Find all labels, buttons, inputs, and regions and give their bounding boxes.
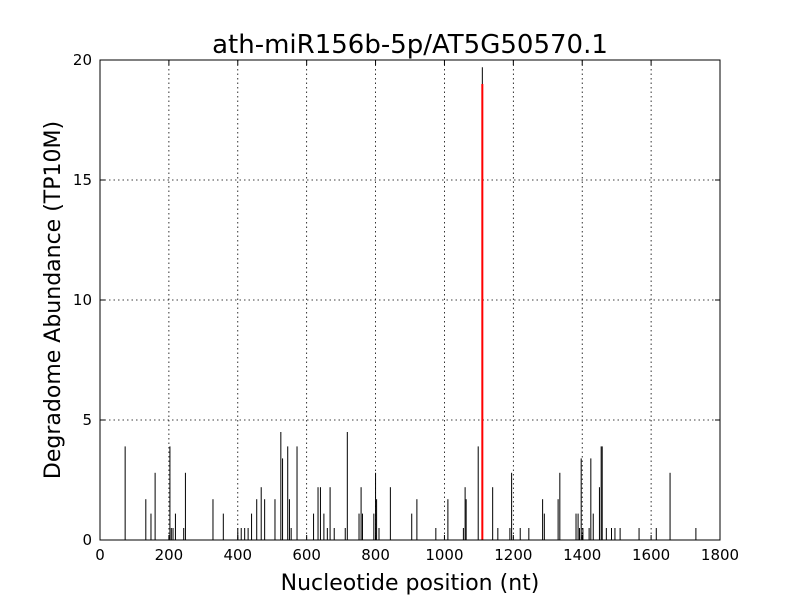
y-tick-label-3: 15	[73, 171, 92, 189]
x-tick-label-2: 400	[223, 546, 252, 564]
x-tick-label-3: 600	[292, 546, 321, 564]
y-tick-label-2: 10	[73, 291, 92, 309]
x-tick-label-7: 1400	[563, 546, 601, 564]
x-tick-label-1: 200	[155, 546, 184, 564]
chart-title: ath-miR156b-5p/AT5G50570.1	[212, 30, 608, 60]
ticks	[99, 59, 721, 541]
y-tick-label-4: 20	[73, 51, 92, 69]
x-tick-label-9: 1800	[701, 546, 739, 564]
x-tick-label-6: 1200	[494, 546, 532, 564]
y-tick-labels: 0 5 10 15 20	[73, 51, 92, 549]
y-axis-label: Degradome Abundance (TP10M)	[41, 121, 66, 479]
x-axis-label: Nucleotide position (nt)	[281, 571, 540, 596]
y-tick-label-1: 5	[82, 411, 92, 429]
x-tick-label-8: 1600	[632, 546, 670, 564]
x-tick-label-4: 800	[361, 546, 390, 564]
bars	[124, 67, 697, 540]
x-tick-labels: 0 200 400 600 800 1000 1200 1400 1600 1800	[95, 546, 739, 564]
y-tick-label-0: 0	[82, 531, 92, 549]
x-tick-label-5: 1000	[425, 546, 463, 564]
grid	[100, 60, 720, 540]
x-tick-label-0: 0	[95, 546, 105, 564]
